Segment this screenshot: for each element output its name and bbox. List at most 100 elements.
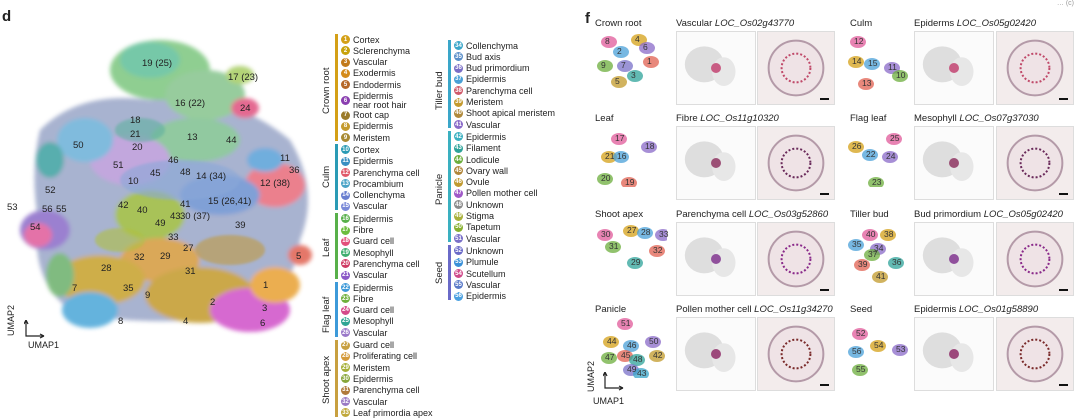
- legend-swatch: 37: [454, 74, 463, 84]
- legend-label: Bud axis: [466, 51, 501, 62]
- histology-graphic: [1006, 39, 1064, 97]
- mini-umap-label: 35: [852, 239, 862, 249]
- cluster-label: 52: [45, 185, 56, 196]
- legend-label: Epidermis: [353, 373, 394, 384]
- legend-swatch: 19: [341, 248, 350, 258]
- feature-plot-image: [676, 317, 756, 391]
- mini-umap-cluster: [892, 344, 908, 356]
- mini-umap-cluster: [862, 149, 878, 161]
- cluster-label: 20: [132, 142, 143, 153]
- mini-umap-label: 36: [892, 257, 902, 267]
- mini-umap-label: 31: [609, 241, 619, 251]
- legend-group-bar: [335, 213, 338, 279]
- legend-entry: 45 Ovary wall: [454, 165, 508, 176]
- scale-bar: [1059, 289, 1068, 291]
- tissue-label: Seed: [850, 304, 873, 315]
- legend-swatch: 24: [341, 305, 350, 315]
- legend-swatch: 12: [341, 168, 350, 177]
- mini-umap-label: 32: [653, 245, 663, 255]
- mini-umap-label: 43: [637, 368, 647, 378]
- legend-entry: 34 Collenchyma: [454, 40, 518, 51]
- legend-group-label: Shoot apex: [321, 355, 332, 405]
- legend-label: Epidermis: [466, 131, 507, 142]
- gene-title: Bud primordium LOC_Os05g02420: [914, 209, 1063, 220]
- gene-id-label: LOC_Os05g02420: [956, 18, 1036, 29]
- mini-umap-label: 13: [862, 78, 872, 88]
- legend-label: Stigma: [466, 211, 495, 221]
- legend-group-bar: [448, 245, 451, 300]
- gene-title: Pollen mother cell LOC_Os11g34270: [676, 304, 833, 315]
- umap2-axis-label-f: UMAP2: [586, 360, 596, 392]
- mini-umap: [848, 133, 902, 187]
- legend-swatch: 23: [341, 294, 350, 304]
- mini-umap-label: 14: [852, 56, 862, 66]
- mini-umap-cluster: [848, 56, 864, 68]
- cluster-label: 27: [183, 243, 194, 254]
- histology-image: [996, 126, 1074, 200]
- cluster-label: 7: [72, 283, 78, 294]
- legend-label: Mesophyll: [353, 316, 394, 327]
- histology-graphic: [1006, 134, 1064, 192]
- cluster-label: 50: [73, 140, 84, 151]
- feature-plot-image: [676, 126, 756, 200]
- mini-umap-cluster: [886, 133, 902, 145]
- legend-group-bar: [335, 339, 338, 417]
- mini-umap-cluster: [848, 346, 864, 358]
- cluster-label: 4: [183, 316, 189, 327]
- legend-entry: 35 Bud axis: [454, 51, 501, 62]
- mini-umap-label: 25: [890, 133, 900, 143]
- legend-entry: 29 Meristem: [341, 362, 390, 373]
- cluster-label: 10: [128, 176, 139, 187]
- legend-group-label: Panicle: [434, 174, 445, 206]
- cluster-label: 28: [101, 263, 112, 274]
- mini-umap-label: 11: [888, 62, 897, 72]
- legend-swatch: 46: [454, 177, 463, 187]
- legend-entry: 8 Epidermis: [341, 121, 393, 132]
- gene-title: Epidermis LOC_Os01g58890: [914, 304, 1038, 315]
- umap-axes-d: [24, 320, 45, 339]
- legend-group-bar: [448, 131, 451, 243]
- legend-entry: 19 Mesophyll: [341, 247, 394, 258]
- legend-label: Parenchyma cell: [466, 85, 533, 96]
- legend-entry: 50 Tapetum: [454, 222, 501, 233]
- mini-umap-label: 20: [601, 173, 611, 183]
- mini-umap-label: 6: [643, 42, 648, 52]
- legend-entry: 3 Vascular: [341, 57, 387, 68]
- legend-entry: 46 Ovule: [454, 177, 490, 188]
- cluster-label: 48: [180, 167, 191, 178]
- legend-entry: 24 Guard cell: [341, 305, 394, 316]
- histology-graphic: [1006, 230, 1064, 288]
- legend-swatch: 20: [341, 259, 350, 269]
- legend-swatch: 15: [341, 201, 350, 211]
- mini-umap-label: 5: [615, 76, 620, 86]
- legend-swatch: 45: [454, 166, 463, 176]
- legend-group-label: Tiller bud: [434, 71, 445, 111]
- cluster-label: 21: [130, 129, 141, 140]
- legend-label: Fibre: [353, 225, 374, 235]
- legend-entry: 28 Proliferating cell: [341, 351, 417, 362]
- mini-umap-label: 22: [866, 149, 876, 159]
- legend-entry: 31 Parenchyma cell: [341, 385, 420, 396]
- legend-entry: 54 Scutellum: [454, 268, 506, 279]
- mini-umap-label: 16: [617, 151, 627, 161]
- legend-swatch: 44: [454, 155, 463, 164]
- mini-umap-label: 27: [627, 225, 637, 235]
- legend-label: Vascular: [353, 270, 388, 281]
- mini-umap-label: 10: [896, 70, 906, 80]
- mini-umap-cluster: [888, 257, 904, 269]
- mini-umap-cluster: [649, 245, 665, 257]
- legend-entry: 9 Meristem: [341, 132, 390, 143]
- legend-label: Epidermis: [353, 156, 394, 167]
- legend-label: Parenchyma cell: [353, 258, 420, 269]
- legend-label: Ovary wall: [466, 165, 509, 176]
- legend-entry: 10 Cortex: [341, 144, 380, 155]
- legend-entry: 22 Epidermis: [341, 282, 393, 293]
- mini-umap-cluster: [872, 271, 888, 283]
- legend-swatch: 48: [454, 200, 463, 210]
- legend-entry: 37 Epidermis: [454, 74, 506, 85]
- cell-type-label: Fibre: [676, 113, 701, 124]
- legend-label: Guard cell: [353, 305, 395, 316]
- legend-swatch: 31: [341, 385, 350, 395]
- mini-umap-cluster: [597, 173, 613, 185]
- gene-title: Vascular LOC_Os02g43770: [676, 18, 794, 29]
